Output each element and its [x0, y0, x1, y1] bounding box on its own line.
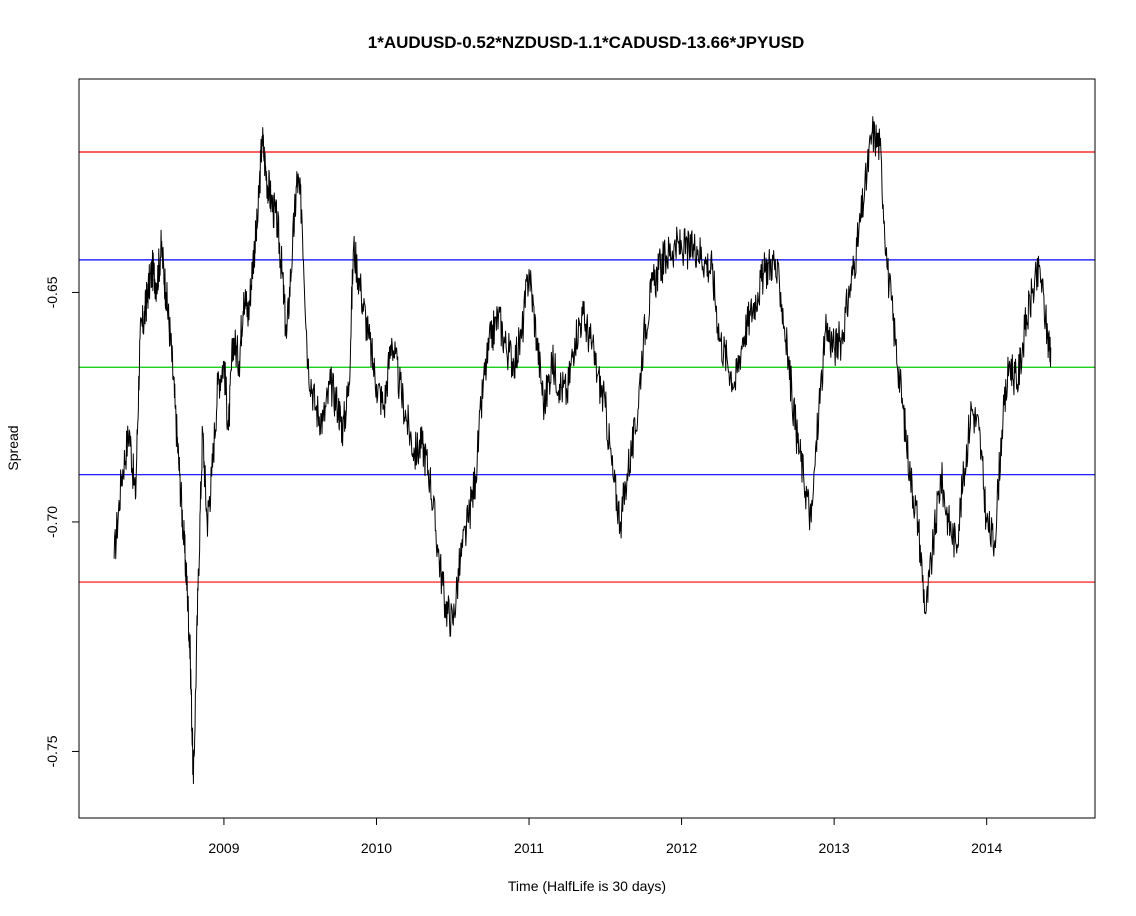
y-tick-label-0: -0.75 — [44, 735, 60, 767]
x-axis-label: Time (HalfLife is 30 days) — [508, 878, 666, 894]
x-tick-label-0: 2009 — [208, 840, 239, 856]
y-tick-label-2: -0.65 — [44, 276, 60, 308]
x-tick-label-4: 2013 — [819, 840, 850, 856]
x-tick-label-5: 2014 — [971, 840, 1002, 856]
y-axis-label: Spread — [5, 425, 21, 470]
plot-frame — [78, 78, 1096, 819]
y-tick-label-1: -0.70 — [44, 506, 60, 538]
series-line-0 — [113, 116, 1052, 785]
x-tick-label-1: 2010 — [361, 840, 392, 856]
x-tick-label-3: 2012 — [666, 840, 697, 856]
series-layer — [113, 116, 1052, 785]
reference-lines — [79, 151, 1095, 583]
x-tick-label-2: 2011 — [514, 840, 544, 856]
y-axis: -0.75 -0.70 -0.65 — [44, 276, 79, 767]
chart-title: 1*AUDUSD-0.52*NZDUSD-1.1*CADUSD-13.66*JP… — [368, 33, 804, 52]
x-axis: 2009 2010 2011 2012 2013 2014 — [208, 818, 1002, 856]
